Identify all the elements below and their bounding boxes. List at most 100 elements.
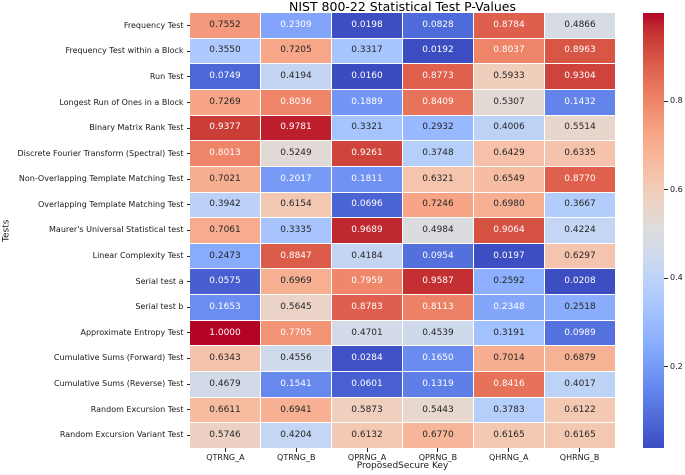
heatmap-cell: 0.6165: [545, 423, 615, 448]
tick-mark: [508, 448, 510, 452]
y-tick-label: Serial test b: [135, 302, 184, 312]
heatmap-cell: 0.2592: [474, 269, 544, 295]
heatmap-cell: 0.9689: [332, 218, 402, 243]
heatmap-cell: 0.8113: [403, 295, 473, 320]
x-tick-label: QPRNG_B: [418, 452, 458, 462]
heatmap-cell: 1.0000: [190, 320, 260, 346]
x-axis-ticks: QTRNG_A QTRNG_B QPRNG_A QPRNG_B QHRNG_A QHRNG…: [190, 448, 615, 462]
tick-mark: [664, 277, 668, 279]
x-tick: QHRNG_A: [473, 448, 544, 462]
heatmap-cell: 0.8013: [190, 141, 260, 166]
heatmap-cell: 0.4017: [545, 372, 615, 397]
heatmap-cell: 0.0208: [545, 269, 615, 295]
heatmap-cell: 0.5933: [474, 64, 544, 89]
y-tick: Cumulative Sums (Forward) Test: [0, 346, 190, 372]
y-tick: Serial test a: [0, 269, 190, 295]
heatmap-cell: 0.3321: [332, 115, 402, 141]
y-tick-label: Random Excursion Test: [90, 404, 184, 414]
y-tick: Maurer's Universal Statistical test: [0, 218, 190, 244]
heatmap-cell: 0.2348: [474, 295, 544, 320]
heatmap-cell: 0.1432: [545, 89, 615, 115]
heatmap-cell: 0.1541: [261, 372, 331, 397]
heatmap-cell: 0.8409: [403, 89, 473, 115]
heatmap-cell: 0.6980: [474, 192, 544, 218]
tick-mark: [186, 25, 190, 27]
heatmap-cell: 0.6165: [474, 423, 544, 448]
heatmap-cell: 0.4556: [261, 346, 331, 372]
heatmap-cell: 0.5249: [261, 141, 331, 166]
heatmap-grid: 0.7552 0.2309 0.0198 0.0828 0.8784 0.4866 0.35…: [190, 13, 615, 448]
heatmap-cell: 0.4224: [545, 218, 615, 243]
colorbar-tick-label: 0.4: [670, 273, 683, 283]
heatmap-cell: 0.5307: [474, 89, 544, 115]
heatmap-cell: 0.4184: [332, 243, 402, 269]
x-tick: QPRNG_A: [332, 448, 403, 462]
heatmap-cell: 0.5873: [332, 397, 402, 423]
y-tick-label: Approximate Entropy Test: [80, 327, 184, 337]
heatmap-cell: 0.0192: [403, 38, 473, 64]
colorbar-tick-label: 0.8: [670, 96, 683, 106]
heatmap-cell: 0.8847: [261, 243, 331, 269]
heatmap-cell: 0.9064: [474, 218, 544, 243]
colorbar-ticks: 0.2 0.4 0.6 0.8: [664, 13, 685, 448]
tick-mark: [186, 357, 190, 359]
heatmap-cell: 0.6879: [545, 346, 615, 372]
heatmap-cell: 0.5514: [545, 115, 615, 141]
y-tick-label: Run Test: [149, 71, 184, 81]
heatmap-cell: 0.6335: [545, 141, 615, 166]
heatmap-cell: 0.6343: [190, 346, 260, 372]
heatmap-cell: 0.9261: [332, 141, 402, 166]
heatmap-cell: 0.8770: [545, 166, 615, 192]
x-tick: QTRNG_B: [261, 448, 332, 462]
heatmap-cell: 0.9781: [261, 115, 331, 141]
x-tick-label: QHRNG_B: [559, 452, 600, 462]
heatmap-cell: 0.8783: [332, 295, 402, 320]
heatmap-cell: 0.7705: [261, 320, 331, 346]
y-tick-label: Frequency Test within a Block: [65, 46, 184, 56]
heatmap-cell: 0.3667: [545, 192, 615, 218]
tick-mark: [186, 204, 190, 206]
y-tick-label: Cumulative Sums (Forward) Test: [53, 353, 184, 363]
heatmap-cell: 0.8037: [474, 38, 544, 64]
y-tick: Frequency Test within a Block: [0, 39, 190, 65]
y-tick: Linear Complexity Test: [0, 243, 190, 269]
heatmap-cell: 0.4866: [545, 13, 615, 38]
heatmap-cell: 0.5443: [403, 397, 473, 423]
x-tick-label: QTRNG_A: [206, 452, 245, 462]
heatmap-cell: 0.8036: [261, 89, 331, 115]
tick-mark: [186, 306, 190, 308]
heatmap-cell: 0.7552: [190, 13, 260, 38]
heatmap-cell: 0.1319: [403, 372, 473, 397]
heatmap-cell: 0.2309: [261, 13, 331, 38]
tick-mark: [186, 102, 190, 104]
y-tick-label: Random Excursion Variant Test: [59, 430, 184, 440]
heatmap-cell: 0.5746: [190, 423, 260, 448]
heatmap-cell: 0.8963: [545, 38, 615, 64]
heatmap-cell: 0.0575: [190, 269, 260, 295]
heatmap-cell: 0.7959: [332, 269, 402, 295]
heatmap-cell: 0.7061: [190, 218, 260, 243]
heatmap-cell: 0.4679: [190, 372, 260, 397]
heatmap-cell: 0.3748: [403, 141, 473, 166]
heatmap-cell: 0.6770: [403, 423, 473, 448]
heatmap-cell: 0.4701: [332, 320, 402, 346]
heatmap-cell: 0.0284: [332, 346, 402, 372]
y-tick: Frequency Test: [0, 13, 190, 39]
heatmap-cell: 0.0601: [332, 372, 402, 397]
heatmap-cell: 0.6154: [261, 192, 331, 218]
tick-mark: [664, 100, 668, 102]
y-tick-label: Discrete Fourier Transform (Spectral) Te…: [17, 148, 184, 158]
tick-mark: [186, 281, 190, 283]
heatmap-cell: 0.1653: [190, 295, 260, 320]
heatmap-cell: 0.0197: [474, 243, 544, 269]
y-tick-label: Maurer's Universal Statistical test: [49, 225, 184, 235]
x-tick-label: QPRNG_A: [347, 452, 387, 462]
heatmap-cell: 0.0828: [403, 13, 473, 38]
y-tick: Overlapping Template Matching Test: [0, 192, 190, 218]
y-tick-label: Binary Matrix Rank Test: [89, 123, 184, 133]
tick-mark: [664, 366, 668, 368]
tick-mark: [186, 76, 190, 78]
heatmap-cell: 0.6429: [474, 141, 544, 166]
heatmap-cell: 0.3317: [332, 38, 402, 64]
y-tick: Approximate Entropy Test: [0, 320, 190, 346]
